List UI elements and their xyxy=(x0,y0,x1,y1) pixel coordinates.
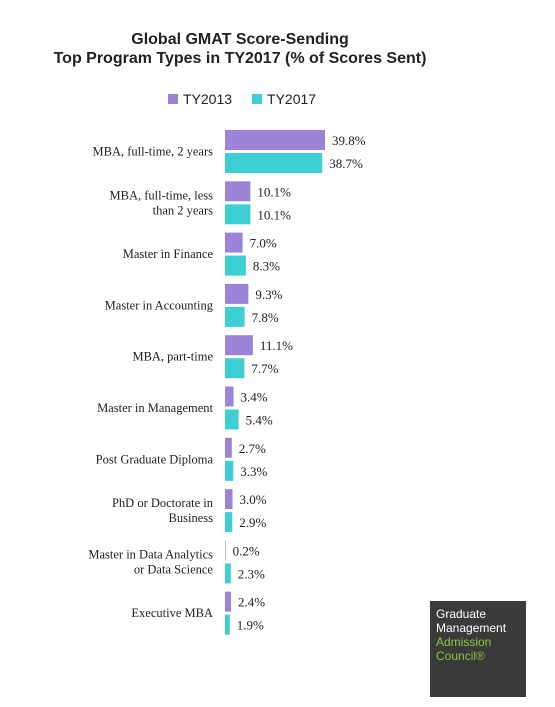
bar-ty2013 xyxy=(225,386,234,407)
data-label: 2.4% xyxy=(238,595,265,610)
data-label: 9.3% xyxy=(255,287,282,302)
bar-ty2017 xyxy=(225,512,233,533)
chart-title-line1: Global GMAT Score-Sending xyxy=(131,31,349,48)
legend-swatch-ty2013 xyxy=(168,94,178,104)
category-label: or Data Science xyxy=(134,562,214,576)
legend-label-ty2017: TY2017 xyxy=(267,91,317,107)
data-label: 2.7% xyxy=(239,441,266,456)
bar-ty2017 xyxy=(225,460,234,481)
data-label: 5.4% xyxy=(246,413,273,428)
legend-label-ty2013: TY2013 xyxy=(183,91,233,107)
bar-ty2017 xyxy=(225,306,245,327)
data-label: 39.8% xyxy=(332,133,366,148)
legend: TY2013 TY2017 xyxy=(168,91,316,107)
category-label: PhD or Doctorate in xyxy=(112,496,214,510)
chart-title-line2: Top Program Types in TY2017 (% of Scores… xyxy=(53,50,427,67)
category-label: MBA, part-time xyxy=(132,350,213,364)
bar-ty2013 xyxy=(225,181,251,202)
data-label: 7.7% xyxy=(251,361,278,376)
bar-ty2017 xyxy=(225,614,230,635)
data-label: 11.1% xyxy=(260,338,293,353)
data-label: 38.7% xyxy=(329,156,363,171)
bar-ty2017 xyxy=(225,358,245,379)
legend-item-ty2017: TY2017 xyxy=(252,91,316,107)
category-label: Master in Data Analytics xyxy=(88,547,213,561)
bar-ty2013 xyxy=(225,130,325,150)
logo-line2: Management xyxy=(436,621,507,635)
bar-ty2013 xyxy=(225,232,243,253)
bar-ty2017 xyxy=(225,204,251,225)
data-label: 2.3% xyxy=(238,566,265,581)
chart-title: Global GMAT Score-Sending Top Program Ty… xyxy=(0,30,480,68)
bar-ty2013 xyxy=(225,540,226,561)
data-label: 8.3% xyxy=(253,259,280,274)
category-label: Post Graduate Diploma xyxy=(96,452,214,466)
legend-swatch-ty2017 xyxy=(252,94,263,104)
bar-ty2017 xyxy=(225,255,246,276)
bar-ty2013 xyxy=(225,591,232,612)
data-label: 7.0% xyxy=(250,236,277,251)
category-label: Master in Management xyxy=(97,401,213,415)
bar-ty2017 xyxy=(225,409,239,430)
category-label: Master in Finance xyxy=(123,247,214,261)
bar-ty2017 xyxy=(225,563,231,584)
logo-line4: Council® xyxy=(436,649,485,663)
gmac-logo: Graduate Management Admission Council® xyxy=(430,601,526,697)
bar-ty2013 xyxy=(225,283,249,304)
data-label: 10.1% xyxy=(257,207,291,222)
category-label: Business xyxy=(169,511,214,525)
data-label: 2.9% xyxy=(239,515,266,530)
data-label: 7.8% xyxy=(252,310,279,325)
category-label: Executive MBA xyxy=(131,606,213,620)
category-label: than 2 years xyxy=(153,203,214,217)
bar-ty2013 xyxy=(225,489,233,510)
legend-item-ty2013: TY2013 xyxy=(168,91,232,107)
logo-line3: Admission xyxy=(436,635,492,649)
bar-ty2017 xyxy=(225,153,323,173)
data-label: 3.0% xyxy=(240,492,267,507)
data-label: 10.1% xyxy=(257,184,291,199)
bar-ty2013 xyxy=(225,437,232,458)
data-label: 0.2% xyxy=(233,543,260,558)
data-label: 3.4% xyxy=(241,390,268,405)
data-label: 1.9% xyxy=(237,618,264,633)
category-label: Master in Accounting xyxy=(105,298,214,312)
data-label: 3.3% xyxy=(240,464,267,479)
category-label: MBA, full-time, less xyxy=(110,188,214,202)
bar-ty2013 xyxy=(225,335,253,356)
logo-line1: Graduate xyxy=(436,607,487,621)
category-label: MBA, full-time, 2 years xyxy=(93,145,214,159)
